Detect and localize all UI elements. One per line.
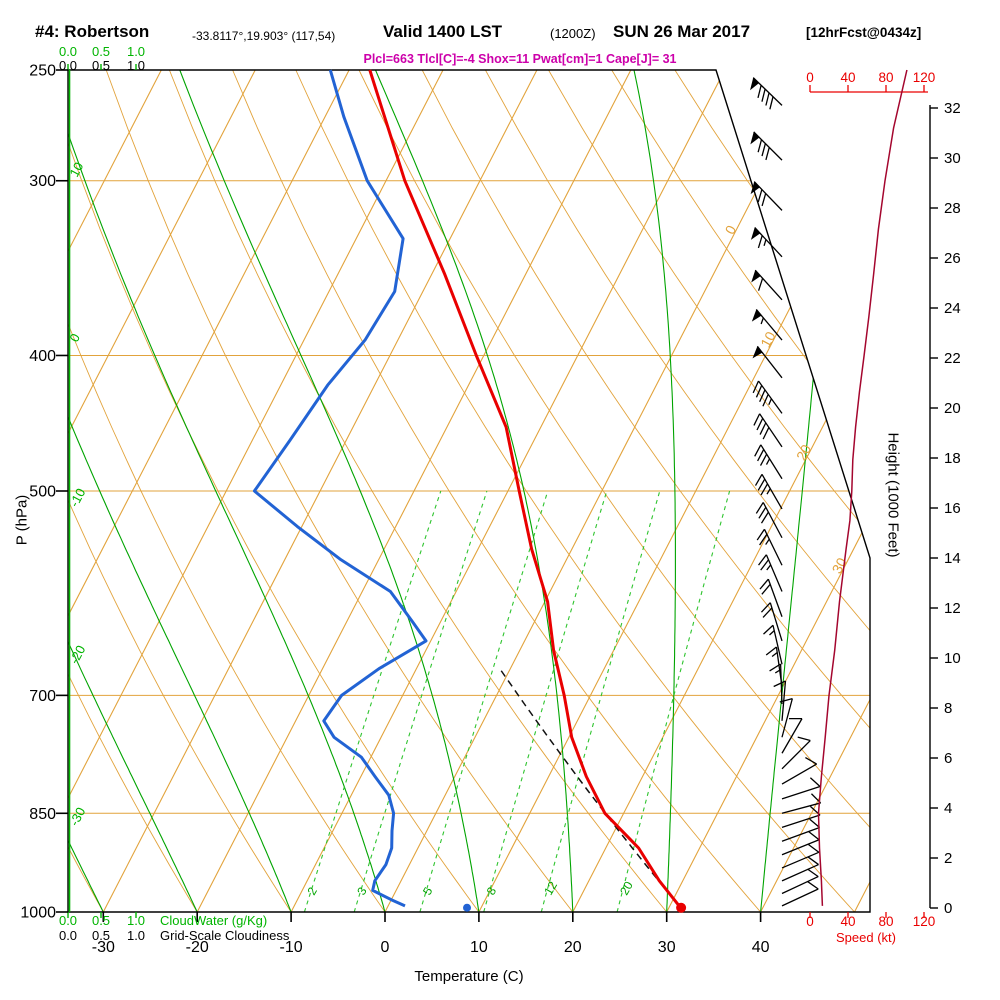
svg-text:8: 8 xyxy=(944,700,952,717)
svg-text:850: 850 xyxy=(29,806,56,823)
station-title: #4: Robertson xyxy=(35,22,150,41)
svg-text:22: 22 xyxy=(944,350,961,367)
cloudwater-tick: 0.5 xyxy=(91,44,111,59)
svg-text:14: 14 xyxy=(944,550,961,567)
speed-axis: 0 0 40 40 80 80 120 120 xyxy=(806,70,935,929)
skewt-grid xyxy=(68,70,870,912)
cloudwater-tick: 0.5 xyxy=(91,913,111,928)
svg-text:400: 400 xyxy=(29,348,56,365)
svg-text:-30: -30 xyxy=(92,939,115,956)
svg-text:700: 700 xyxy=(29,688,56,705)
valid-zulu: (1200Z) xyxy=(550,26,596,41)
svg-text:-20: -20 xyxy=(186,939,209,956)
cloudwater-tick: 1.0 xyxy=(126,913,146,928)
svg-text:0: 0 xyxy=(722,222,740,237)
pressure-axis-title: P (hPa) xyxy=(13,494,31,546)
temperature-curve xyxy=(368,69,681,907)
parcel-path xyxy=(499,668,680,907)
svg-text:0: 0 xyxy=(806,70,814,85)
svg-text:20: 20 xyxy=(944,400,961,417)
svg-text:80: 80 xyxy=(878,70,893,85)
svg-text:18: 18 xyxy=(944,450,961,467)
svg-text:30: 30 xyxy=(658,939,676,956)
svg-text:30: 30 xyxy=(829,555,851,576)
cloudwater-axis-label: CloudWater (g/Kg) xyxy=(160,913,268,928)
cloudiness-axis-label: Grid-Scale Cloudiness xyxy=(160,928,290,943)
surface-dewpoint-dot xyxy=(463,903,472,912)
wind-speed-curve xyxy=(817,69,908,906)
dewpoint-curve xyxy=(252,69,428,908)
forecast-tag: [12hrFcst@0434z] xyxy=(806,25,922,40)
sounding-indices: Plcl=663 Tlcl[C]=-4 Shox=11 Pwat[cm]=1 C… xyxy=(363,52,677,66)
temperature-axis-title: Temperature (C) xyxy=(414,968,524,985)
svg-text:10: 10 xyxy=(757,329,779,350)
svg-text:24: 24 xyxy=(944,300,961,317)
station-coords: -33.8117°,19.903° (117,54) xyxy=(192,29,336,43)
valid-time: Valid 1400 LST xyxy=(383,22,503,41)
svg-text:30: 30 xyxy=(944,150,961,167)
profiles xyxy=(252,69,687,913)
cloudwater-tick: 0.0 xyxy=(58,44,78,59)
svg-text:0: 0 xyxy=(944,900,952,917)
svg-text:0: 0 xyxy=(806,914,814,929)
speed-axis-title: Speed (kt) xyxy=(836,930,896,945)
svg-text:32: 32 xyxy=(944,100,961,117)
svg-text:12: 12 xyxy=(944,600,961,617)
svg-text:1000: 1000 xyxy=(20,905,56,922)
cloudwater-tick: 0.0 xyxy=(58,913,78,928)
svg-text:26: 26 xyxy=(944,250,961,267)
svg-text:10: 10 xyxy=(944,650,961,667)
svg-text:28: 28 xyxy=(944,200,961,217)
svg-text:16: 16 xyxy=(944,500,961,517)
pressure-axis: 250 300 400 500 700 850 1000 xyxy=(20,63,68,922)
cloudiness-tick: 0.5 xyxy=(91,928,111,943)
svg-text:40: 40 xyxy=(840,70,855,85)
surface-temperature-dot xyxy=(676,902,687,913)
height-axis-title: Height (1000 Feet) xyxy=(884,432,902,558)
svg-text:250: 250 xyxy=(29,63,56,80)
svg-text:120: 120 xyxy=(913,70,936,85)
svg-text:2: 2 xyxy=(944,850,952,867)
wind-barbs xyxy=(750,77,822,907)
svg-text:10: 10 xyxy=(66,160,86,180)
cloudiness-tick: 0.0 xyxy=(58,928,78,943)
svg-text:500: 500 xyxy=(29,484,56,501)
svg-text:120: 120 xyxy=(913,914,936,929)
svg-text:300: 300 xyxy=(29,173,56,190)
svg-text:40: 40 xyxy=(752,939,770,956)
cloudwater-tick: 1.0 xyxy=(126,44,146,59)
svg-text:6: 6 xyxy=(944,750,952,767)
svg-text:-10: -10 xyxy=(280,939,303,956)
svg-text:20: 20 xyxy=(617,879,636,898)
svg-text:20: 20 xyxy=(564,939,582,956)
svg-text:80: 80 xyxy=(878,914,893,929)
svg-text:10: 10 xyxy=(470,939,488,956)
valid-date: SUN 26 Mar 2017 xyxy=(613,22,751,41)
cloudiness-tick: 1.0 xyxy=(126,928,146,943)
svg-text:40: 40 xyxy=(840,914,855,929)
temperature-axis: -30 -20 -10 0 10 20 30 40 xyxy=(92,912,770,956)
svg-text:0: 0 xyxy=(381,939,390,956)
svg-text:20: 20 xyxy=(793,442,815,463)
svg-text:12: 12 xyxy=(541,879,560,898)
svg-text:4: 4 xyxy=(944,800,952,817)
plot-border xyxy=(67,69,871,913)
